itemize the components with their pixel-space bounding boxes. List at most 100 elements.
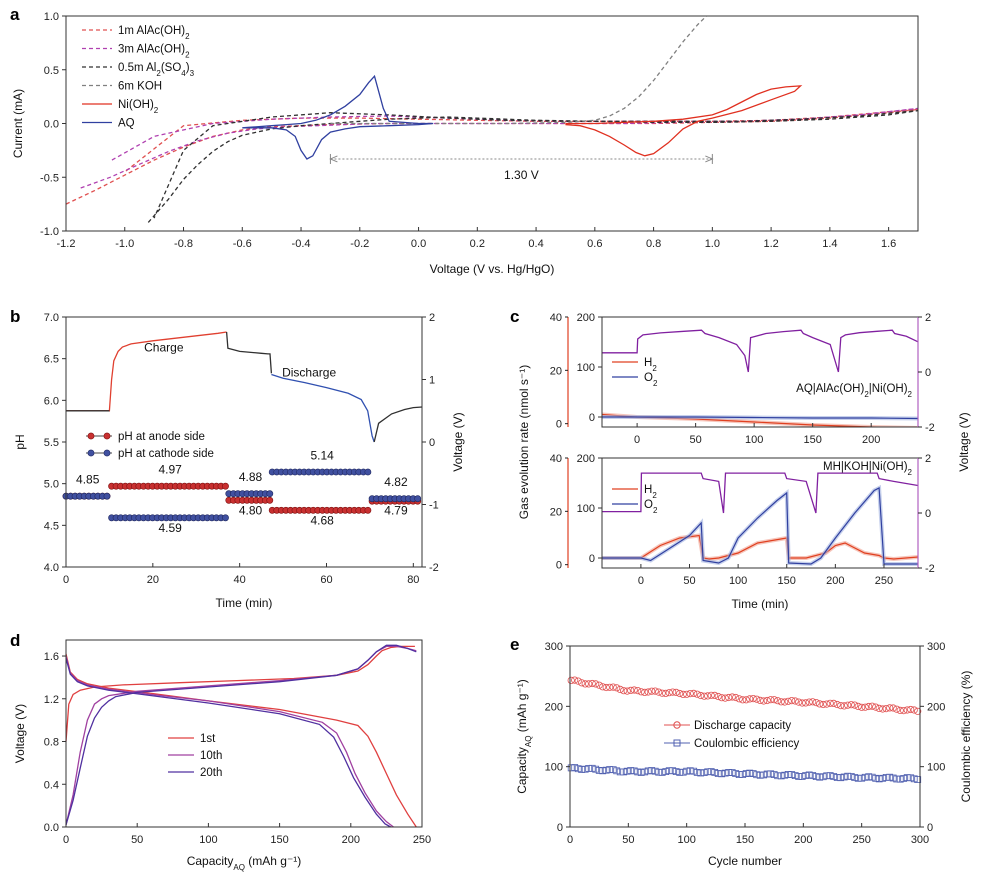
capacity-marker — [571, 676, 579, 684]
efficiency-marker — [588, 764, 596, 772]
capacity-marker — [791, 697, 799, 705]
capacity-marker — [823, 700, 831, 708]
efficiency-marker — [777, 772, 785, 780]
capacity-marker — [816, 700, 824, 708]
y-tick-label: 100 — [577, 503, 595, 515]
subscript: 2 — [908, 390, 913, 399]
capacity-marker — [690, 689, 698, 698]
charge-curve-0 — [65, 645, 415, 742]
y-tick-label: 0.5 — [44, 65, 59, 77]
efficiency-marker — [581, 765, 589, 773]
cv-curve-5 — [242, 74, 434, 160]
y-tick-label: 100 — [577, 362, 595, 374]
capacity-marker — [711, 691, 719, 700]
capacity-marker — [875, 704, 883, 713]
efficiency-marker — [711, 769, 719, 776]
legend-entry: 20th — [200, 767, 222, 779]
capacity-marker — [637, 688, 645, 696]
capacity-marker — [882, 704, 890, 713]
x-axis-label: Voltage (V vs. Hg/HgO) — [430, 262, 555, 276]
capacity-marker — [914, 707, 922, 715]
capacity-marker — [770, 696, 778, 704]
legend-entry: H2 — [644, 484, 657, 500]
subscript: 2 — [652, 491, 657, 500]
efficiency-marker — [630, 767, 638, 775]
capacity-marker — [819, 700, 827, 709]
x-tick-label: 200 — [826, 575, 844, 587]
capacity-marker — [802, 699, 810, 707]
subscript: 2 — [864, 390, 869, 399]
efficiency-marker — [847, 773, 855, 780]
capacity-marker — [847, 701, 855, 709]
charge-curve-1 — [65, 645, 417, 826]
y2-tick-label: -2 — [925, 563, 935, 575]
capacity-marker — [840, 702, 848, 710]
x-tick-label: 0.8 — [646, 238, 661, 250]
legend-entry: 3m AlAc(OH)2 — [118, 44, 190, 60]
capacity-marker — [907, 705, 915, 714]
arrowhead — [705, 155, 714, 163]
x-tick-label: 50 — [683, 575, 695, 587]
efficiency-marker — [907, 774, 915, 782]
ph-data-label: 5.14 — [310, 449, 334, 463]
efficiency-marker — [567, 764, 575, 772]
capacity-marker — [812, 698, 820, 707]
efficiency-marker — [683, 767, 691, 775]
efficiency-marker — [868, 773, 876, 781]
capacity-marker — [634, 686, 642, 695]
capacity-marker — [879, 705, 887, 713]
y-axis-label: pH — [13, 434, 27, 449]
text-part: MH|KOH|Ni(OH) — [823, 461, 908, 473]
cv-curve-4 — [565, 85, 803, 157]
y2-tick-label: 0 — [429, 437, 435, 449]
text-part: AQ|AlAc(OH) — [796, 383, 864, 395]
efficiency-marker — [620, 768, 628, 776]
efficiency-marker — [574, 765, 582, 773]
o2-curve — [602, 416, 918, 420]
text-part: 6m KOH — [118, 81, 162, 93]
text-part: (mAh g⁻¹) — [515, 679, 529, 735]
x-tick-label: 0 — [638, 575, 644, 587]
subscript: 2 — [653, 506, 658, 515]
cv-curve-3 — [330, 16, 707, 125]
y2-tick-label: 100 — [927, 762, 945, 774]
capacity-marker — [837, 701, 845, 710]
y-tick-label: 0.4 — [44, 779, 59, 791]
capacity-marker — [644, 688, 652, 696]
capacity-marker — [900, 706, 908, 715]
efficiency-marker — [707, 768, 715, 775]
text-part: Voltage (V) — [13, 704, 27, 763]
efficiency-marker — [742, 770, 750, 777]
x-tick-label: 200 — [342, 834, 360, 846]
efficiency-marker — [865, 773, 873, 781]
x-tick-label: 40 — [234, 574, 246, 586]
capacity-marker — [700, 692, 708, 700]
efficiency-marker — [616, 768, 624, 776]
efficiency-marker — [802, 772, 810, 779]
panel-letter-e: e — [510, 635, 519, 654]
x-tick-label: -0.2 — [350, 238, 369, 250]
x-tick-label: 0.0 — [411, 238, 426, 250]
x-tick-label: 200 — [794, 834, 812, 846]
y2-tick-label: 0 — [925, 508, 931, 520]
legend-entry: Ni(OH)2 — [118, 99, 159, 115]
efficiency-marker — [788, 771, 796, 778]
series-group — [602, 472, 918, 567]
efficiency-marker — [795, 773, 803, 780]
subscript: 3 — [190, 69, 195, 78]
subscript: 2 — [185, 32, 190, 41]
y-tick-label: 0.0 — [44, 822, 59, 834]
efficiency-marker — [739, 771, 747, 778]
efficiency-marker — [714, 770, 722, 777]
capacity-marker — [578, 679, 586, 687]
efficiency-marker — [627, 767, 635, 774]
x-tick-label: 1.0 — [705, 238, 720, 250]
y-tick-label: 0 — [556, 560, 562, 572]
x-tick-label: 0 — [63, 834, 69, 846]
efficiency-marker — [665, 767, 673, 775]
x-axis-label: Cycle number — [708, 854, 782, 868]
y2-tick-label: 2 — [429, 312, 435, 324]
capacity-marker — [676, 689, 684, 698]
text-part: (mAh g⁻¹) — [245, 854, 301, 868]
capacity-marker — [774, 697, 782, 705]
